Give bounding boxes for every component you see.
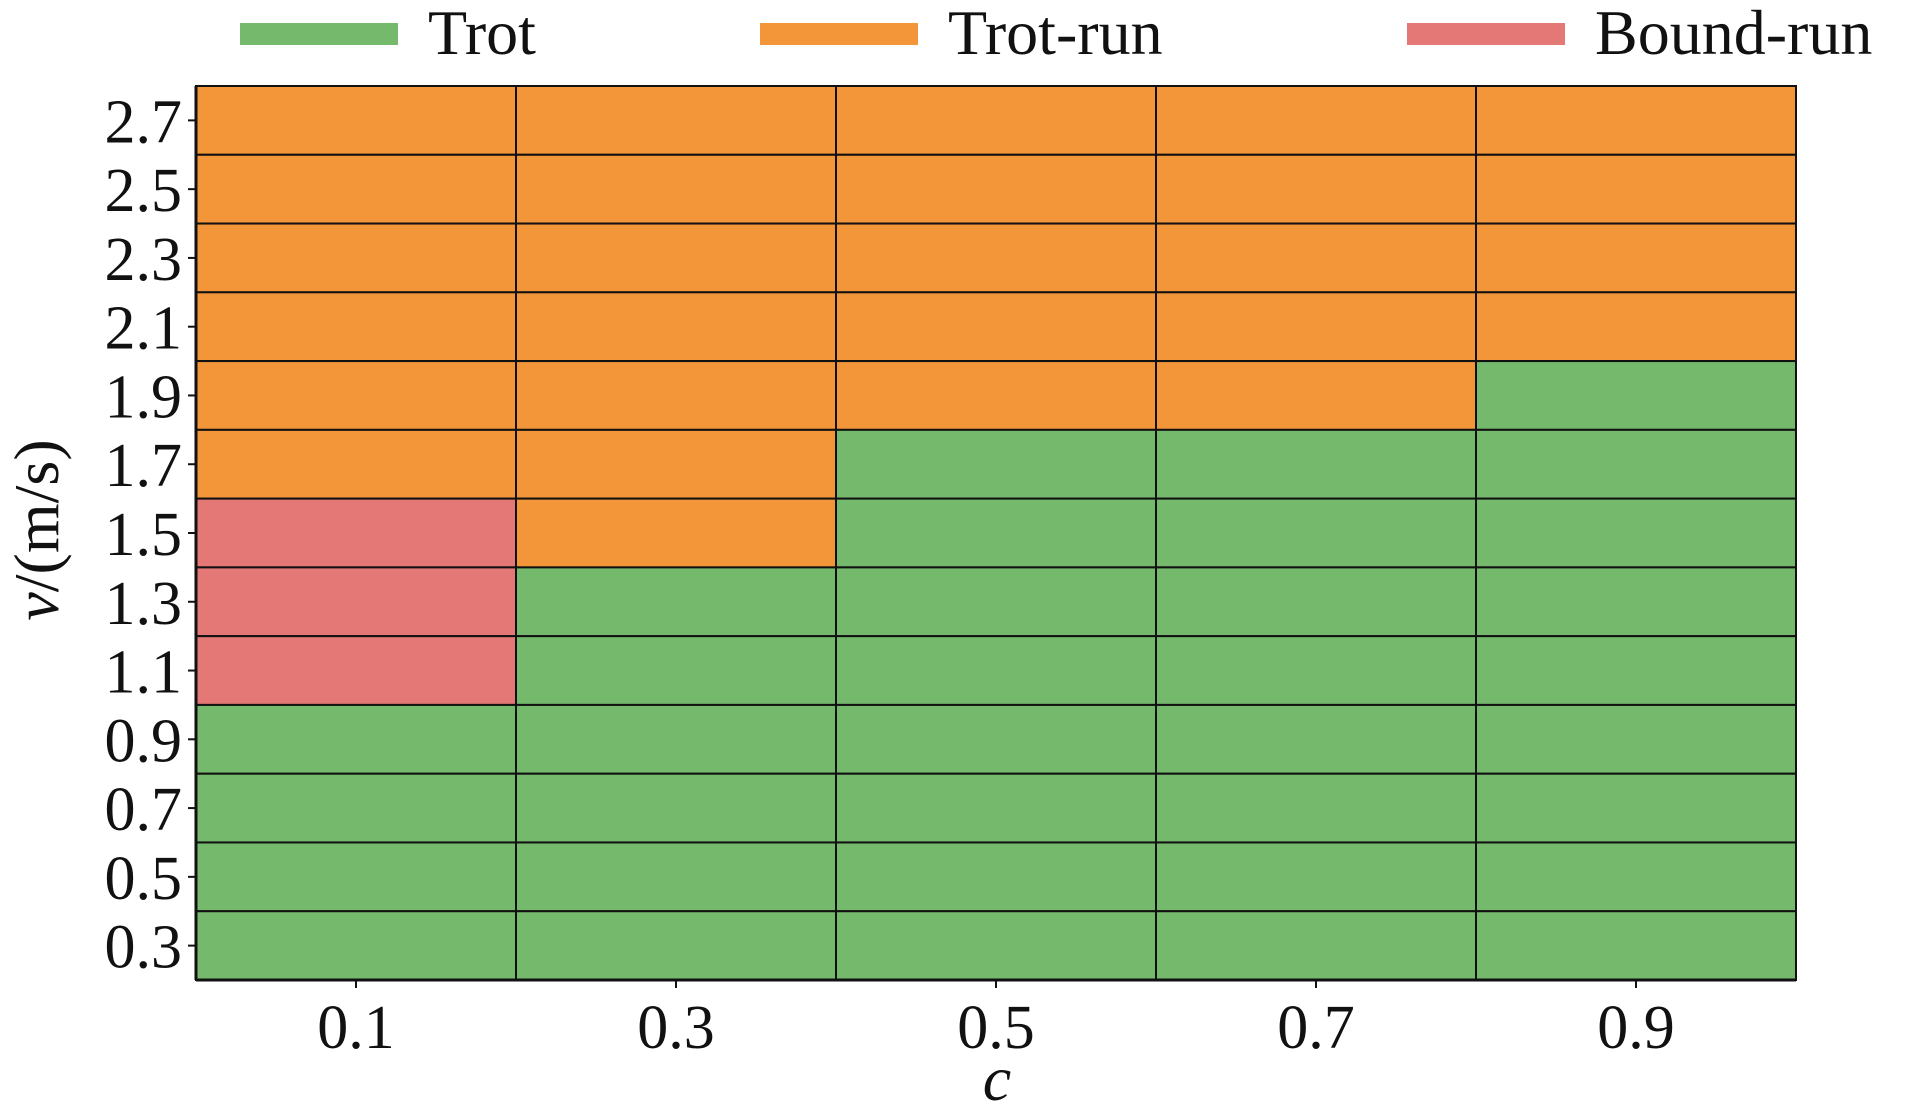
y-tick-label: 2.5 <box>105 157 183 225</box>
cell-trot-run <box>835 222 1157 294</box>
cell-trot <box>1475 635 1797 706</box>
cell-trot-run <box>515 85 837 156</box>
x-tick-label: 0.3 <box>637 994 715 1062</box>
y-tick-label: 2.3 <box>105 226 183 294</box>
cell-trot <box>195 703 517 775</box>
cell-trot <box>835 566 1157 638</box>
y-tick-label: 1.3 <box>105 570 183 638</box>
cell-trot <box>515 772 837 844</box>
cell-trot <box>195 772 517 844</box>
cell-trot-run <box>195 153 517 225</box>
cell-trot <box>1475 360 1797 431</box>
cell-trot <box>1475 841 1797 913</box>
legend-label-trot: Trot <box>428 0 536 68</box>
cell-trot <box>1475 703 1797 775</box>
cell-bound-run <box>195 497 517 569</box>
x-tick-label: 0.1 <box>317 994 395 1062</box>
x-tick-label: 0.7 <box>1277 994 1355 1062</box>
cell-trot-run <box>515 291 837 363</box>
y-tick-label: 0.5 <box>105 845 183 913</box>
cell-trot-run <box>1475 153 1797 225</box>
y-tick-label: 0.3 <box>105 914 183 982</box>
cell-bound-run <box>195 566 517 638</box>
legend-label-bound-run: Bound-run <box>1595 0 1872 68</box>
cell-trot-run <box>195 85 517 156</box>
cell-trot-run <box>515 497 837 569</box>
cell-trot-run <box>1155 222 1477 294</box>
legend-label-trot-run: Trot-run <box>948 0 1163 68</box>
cell-trot-run <box>515 222 837 294</box>
axis-ticks: 2.72.52.32.11.91.71.51.31.10.90.70.50.30… <box>105 86 1796 1062</box>
cell-trot-run <box>515 360 837 431</box>
cell-trot-run <box>195 428 517 500</box>
cell-trot <box>835 841 1157 913</box>
cell-bound-run <box>195 635 517 706</box>
cell-trot <box>195 841 517 913</box>
cell-trot <box>1475 497 1797 569</box>
y-tick-label: 1.9 <box>105 363 183 431</box>
cell-trot-run <box>195 360 517 431</box>
y-tick-label: 2.1 <box>105 295 183 363</box>
cell-trot <box>195 910 517 982</box>
y-tick-label: 0.9 <box>105 707 183 775</box>
cell-trot-run <box>1475 85 1797 156</box>
y-tick-label: 0.7 <box>105 776 183 844</box>
cell-trot-run <box>1155 153 1477 225</box>
cell-trot <box>835 703 1157 775</box>
legend: Trot Trot-run Bound-run <box>240 0 1872 68</box>
x-tick-label: 0.9 <box>1597 994 1675 1062</box>
cell-trot-run <box>1155 291 1477 363</box>
cell-trot-run <box>195 291 517 363</box>
cell-trot-run <box>835 291 1157 363</box>
cell-trot <box>515 910 837 982</box>
heatmap-cells <box>195 85 1797 982</box>
x-axis-label: c <box>983 1043 1011 1109</box>
y-tick-label: 2.7 <box>105 88 183 156</box>
cell-trot <box>1155 635 1477 706</box>
cell-trot <box>515 703 837 775</box>
y-axis-label: v/(m/s) <box>1 439 72 620</box>
cell-trot <box>1155 497 1477 569</box>
y-tick-label: 1.7 <box>105 432 183 500</box>
cell-trot-run <box>515 153 837 225</box>
cell-trot <box>835 497 1157 569</box>
legend-swatch-trot-run <box>760 23 918 45</box>
cell-trot <box>515 635 837 706</box>
x-tick-label: 0.5 <box>957 994 1035 1062</box>
y-tick-label: 1.1 <box>105 639 183 707</box>
legend-swatch-trot <box>240 23 398 45</box>
cell-trot-run <box>1155 85 1477 156</box>
cell-trot <box>1155 910 1477 982</box>
cell-trot-run <box>195 222 517 294</box>
cell-trot <box>1155 428 1477 500</box>
cell-trot <box>1155 841 1477 913</box>
cell-trot-run <box>835 153 1157 225</box>
cell-trot <box>1475 428 1797 500</box>
cell-trot <box>1155 703 1477 775</box>
cell-trot <box>1475 566 1797 638</box>
y-tick-label: 1.5 <box>105 501 183 569</box>
cell-trot <box>1155 772 1477 844</box>
cell-trot <box>1475 772 1797 844</box>
cell-trot <box>835 428 1157 500</box>
cell-trot-run <box>835 85 1157 156</box>
cell-trot <box>515 566 837 638</box>
cell-trot <box>835 635 1157 706</box>
cell-trot <box>1155 566 1477 638</box>
cell-trot-run <box>1475 291 1797 363</box>
cell-trot <box>835 910 1157 982</box>
cell-trot <box>835 772 1157 844</box>
cell-trot <box>515 841 837 913</box>
cell-trot-run <box>835 360 1157 431</box>
cell-trot-run <box>1475 222 1797 294</box>
legend-swatch-bound-run <box>1407 23 1565 45</box>
cell-trot-run <box>1155 360 1477 431</box>
cell-trot-run <box>515 428 837 500</box>
cell-trot <box>1475 910 1797 982</box>
